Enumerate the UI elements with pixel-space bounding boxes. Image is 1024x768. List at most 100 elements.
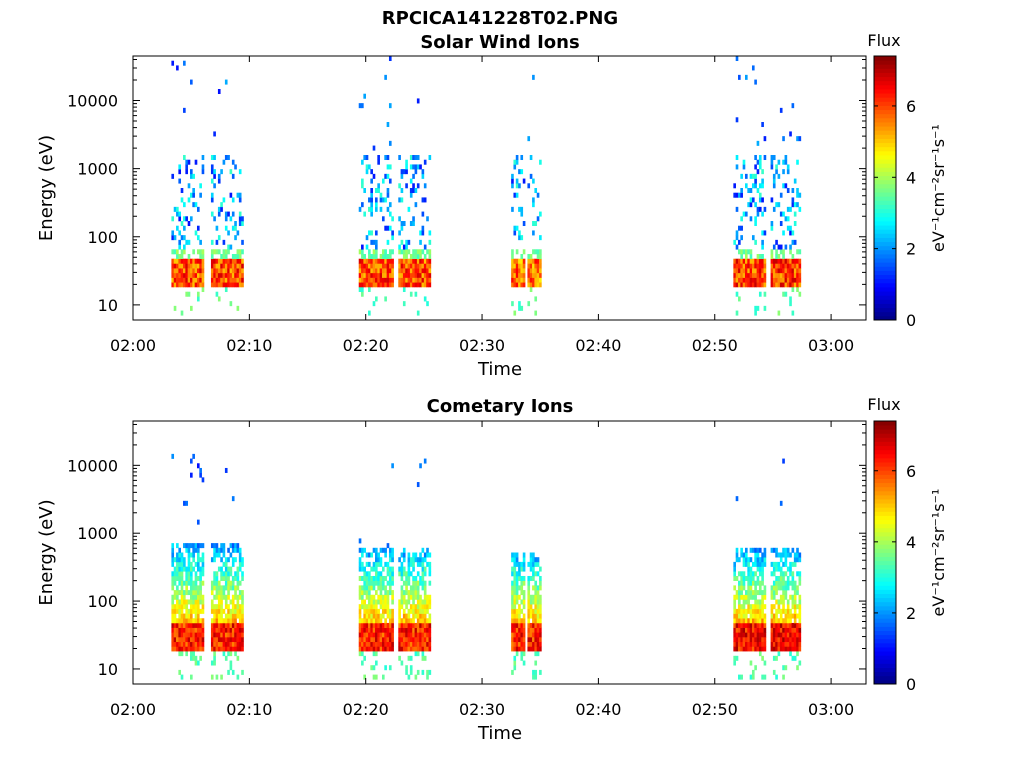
heatmap-cell [224,282,228,288]
heatmap-cell [520,254,524,260]
y-axis-label: Energy (eV) [36,499,57,605]
heatmap-cell [171,249,175,255]
heatmap-cell [192,585,195,591]
heatmap-cell [185,599,188,605]
heatmap-cell [368,646,371,652]
heatmap-cell [534,613,538,619]
heatmap-cell [194,655,198,661]
heatmap-cell [377,188,380,194]
heatmap-cell [407,258,411,264]
heatmap-cell [775,282,778,288]
heatmap-cell [199,263,202,269]
heatmap-cell [180,599,184,605]
heatmap-cell [758,571,762,577]
heatmap-cell [515,590,519,596]
heatmap-cell [405,590,408,596]
heatmap-cell [220,575,223,581]
heatmap-cell [416,608,420,614]
heatmap-cell [210,178,214,184]
heatmap-cell [758,268,762,274]
heatmap-cell [361,258,364,264]
heatmap-cell [789,230,792,236]
heatmap-cell [183,216,186,222]
heatmap-cell [735,632,739,638]
heatmap-cell [368,287,371,293]
heatmap-cell [409,164,413,170]
heatmap-cell [363,599,366,605]
heatmap-cell [201,622,205,628]
heatmap-cell [409,263,413,269]
heatmap-cell [358,538,362,544]
heatmap-cell [735,622,739,628]
heatmap-cell [192,651,195,657]
heatmap-cell [217,632,221,638]
heatmap-cell [522,604,526,610]
heatmap-cell [370,192,373,198]
heatmap-cell [789,594,792,600]
heatmap-cell [738,646,741,652]
heatmap-cell [224,263,228,269]
heatmap-cell [229,263,233,269]
heatmap-cell [381,547,385,553]
heatmap-cell [756,272,760,278]
heatmap-cell [784,557,788,563]
heatmap-cell [758,646,762,652]
heatmap-cell [754,641,757,647]
colorbar-step [874,237,896,243]
heatmap-cell [192,202,195,208]
heatmap-cell [229,632,233,638]
heatmap-cell [372,585,376,591]
heatmap-cell [201,268,205,274]
heatmap-cell [749,566,753,572]
heatmap-cell [796,192,799,198]
heatmap-cell [363,571,366,577]
heatmap-cell [400,268,404,274]
heatmap-cell [791,561,795,567]
heatmap-cell [735,552,739,558]
heatmap-cell [358,622,362,628]
heatmap-cell [217,268,221,274]
heatmap-cell [183,594,186,600]
heatmap-cell [217,594,221,600]
colorbar-step [874,155,896,160]
heatmap-cell [518,627,521,633]
heatmap-cell [745,561,748,567]
heatmap-cell [384,599,387,605]
heatmap-cell [391,594,394,600]
heatmap-cell [520,651,524,657]
heatmap-cell [745,557,748,563]
heatmap-cell [384,254,387,260]
heatmap-cell [368,571,371,577]
heatmap-cell [171,599,175,605]
heatmap-cell [763,263,767,269]
heatmap-cell [782,627,785,633]
heatmap-cell [539,277,542,283]
heatmap-cell [372,173,376,179]
heatmap-cell [534,651,538,657]
heatmap-cell [772,268,776,274]
colorbar-title: Flux [867,395,900,414]
heatmap-cell [388,585,392,591]
heatmap-cell [733,594,736,600]
heatmap-cell [178,282,182,288]
heatmap-cell [210,169,214,175]
heatmap-cell [733,641,736,647]
heatmap-cell [414,627,418,633]
heatmap-cell [754,221,757,227]
heatmap-cell [515,552,519,558]
heatmap-cell [426,216,429,222]
heatmap-cell [220,258,223,264]
heatmap-cell [416,622,420,628]
heatmap-cell [398,282,401,288]
heatmap-cell [220,202,223,208]
colorbar-tick-label: 2 [906,604,916,623]
heatmap-cell [213,571,216,577]
heatmap-cell [761,239,764,245]
heatmap-cell [379,580,383,586]
heatmap-cell [745,622,748,628]
heatmap-cell [388,590,392,596]
heatmap-cell [196,258,200,264]
heatmap-cell [368,632,371,638]
heatmap-cell [515,277,519,283]
heatmap-cell [426,277,429,283]
